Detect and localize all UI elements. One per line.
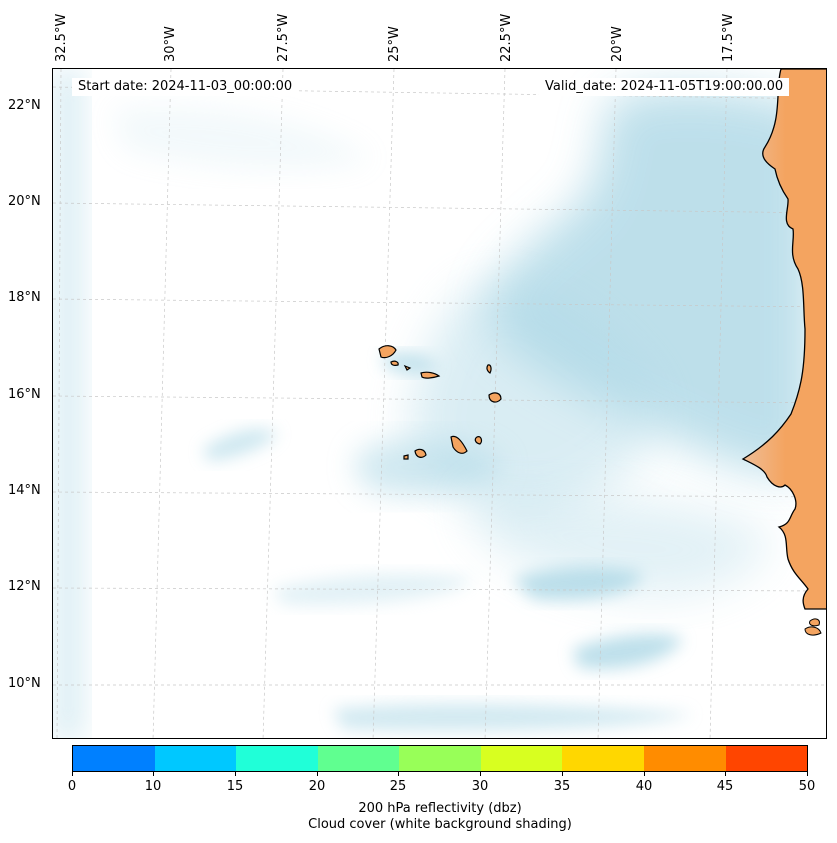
cape-verde-islands [378, 345, 502, 460]
start-date-label: Start date: 2024-11-03_00:00:00 [72, 78, 299, 96]
colorbar-tick-30: 30 [471, 779, 489, 794]
island-santiago [450, 435, 468, 454]
island-santo-antao [378, 345, 397, 359]
colorbar-tick-mark [153, 772, 154, 776]
cloud-haze-north [113, 106, 373, 170]
colorbar-tick-mark [480, 772, 481, 776]
cloud-haze-south [469, 489, 773, 597]
cloud-streak-2 [383, 352, 438, 374]
lon-tick-17-5w: 17.5°W [721, 13, 736, 62]
island-maio [474, 436, 483, 445]
lat-tick-18n: 18°N [8, 290, 41, 305]
map-canvas [53, 69, 826, 738]
lat-tick-14n: 14°N [8, 483, 41, 498]
cloud-cover-layer [53, 69, 813, 738]
map-gridlines [53, 69, 826, 738]
island-brava [403, 454, 409, 460]
colorbar-tick-25: 25 [389, 779, 407, 794]
island-fogo [414, 448, 427, 458]
colorbar-tick-mark [807, 772, 808, 776]
colorbar-tick-35: 35 [553, 779, 571, 794]
cloud-streak-1 [203, 429, 278, 461]
colorbar-tick-20: 20 [308, 779, 326, 794]
lon-tick-32-5w: 32.5°W [54, 13, 69, 62]
lat-tick-16n: 16°N [8, 387, 41, 402]
colorbar-title: 200 hPa reflectivity (dbz) [358, 801, 522, 816]
colorbar-tick-15: 15 [226, 779, 244, 794]
map-panel[interactable] [52, 68, 827, 739]
colorbar-tick-mark [72, 772, 73, 776]
colorbar-tick-mark [725, 772, 726, 776]
guinea-bissau-islands [804, 618, 822, 636]
lon-tick-22-5w: 22.5°W [499, 13, 514, 62]
island-santa-luzia [403, 364, 412, 371]
colorbar-tick-50: 50 [798, 779, 816, 794]
colorbar-tick-40: 40 [635, 779, 653, 794]
colorbar-segment-20-25 [317, 746, 400, 771]
colorbar-segment-35-40 [562, 746, 644, 771]
colorbar-tick-0: 0 [67, 779, 77, 794]
colorbar-tick-mark [644, 772, 645, 776]
cloud-band-west [53, 69, 83, 738]
lon-tick-27-5w: 27.5°W [276, 13, 291, 62]
colorbar-subtitle: Cloud cover (white background shading) [308, 817, 572, 832]
lon-tick-25w: 25°W [387, 26, 402, 62]
island-boa-vista [488, 392, 502, 403]
africa-coastline [741, 69, 826, 610]
island-sal [486, 364, 492, 374]
lat-tick-12n: 12°N [8, 579, 41, 594]
island-sao-vicente [390, 360, 399, 366]
colorbar-tick-mark [398, 772, 399, 776]
lon-tick-30w: 30°W [163, 26, 178, 62]
colorbar-segment-30-35 [480, 746, 563, 771]
colorbar-segment-0-10 [73, 746, 155, 771]
colorbar-segment-45-50 [725, 746, 808, 771]
colorbar-segment-25-30 [399, 746, 481, 771]
colorbar-tick-mark [562, 772, 563, 776]
cloud-streak-bottom [333, 703, 693, 731]
island-sao-nicolau [420, 371, 441, 379]
colorbar-segment-40-45 [643, 746, 726, 771]
colorbar [72, 745, 808, 772]
colorbar-tick-mark [235, 772, 236, 776]
lat-tick-10n: 10°N [8, 676, 41, 691]
cloud-patch-se-2 [573, 633, 683, 670]
colorbar-segment-10-15 [154, 746, 237, 771]
lat-tick-22n: 22°N [8, 98, 41, 113]
colorbar-tick-mark [317, 772, 318, 776]
lon-tick-20w: 20°W [610, 26, 625, 62]
colorbar-segment-15-20 [236, 746, 318, 771]
colorbar-tick-10: 10 [144, 779, 162, 794]
valid-date-label: Valid_date: 2024-11-05T19:00:00.00 [539, 78, 790, 96]
lat-tick-20n: 20°N [8, 194, 41, 209]
colorbar-tick-45: 45 [716, 779, 734, 794]
